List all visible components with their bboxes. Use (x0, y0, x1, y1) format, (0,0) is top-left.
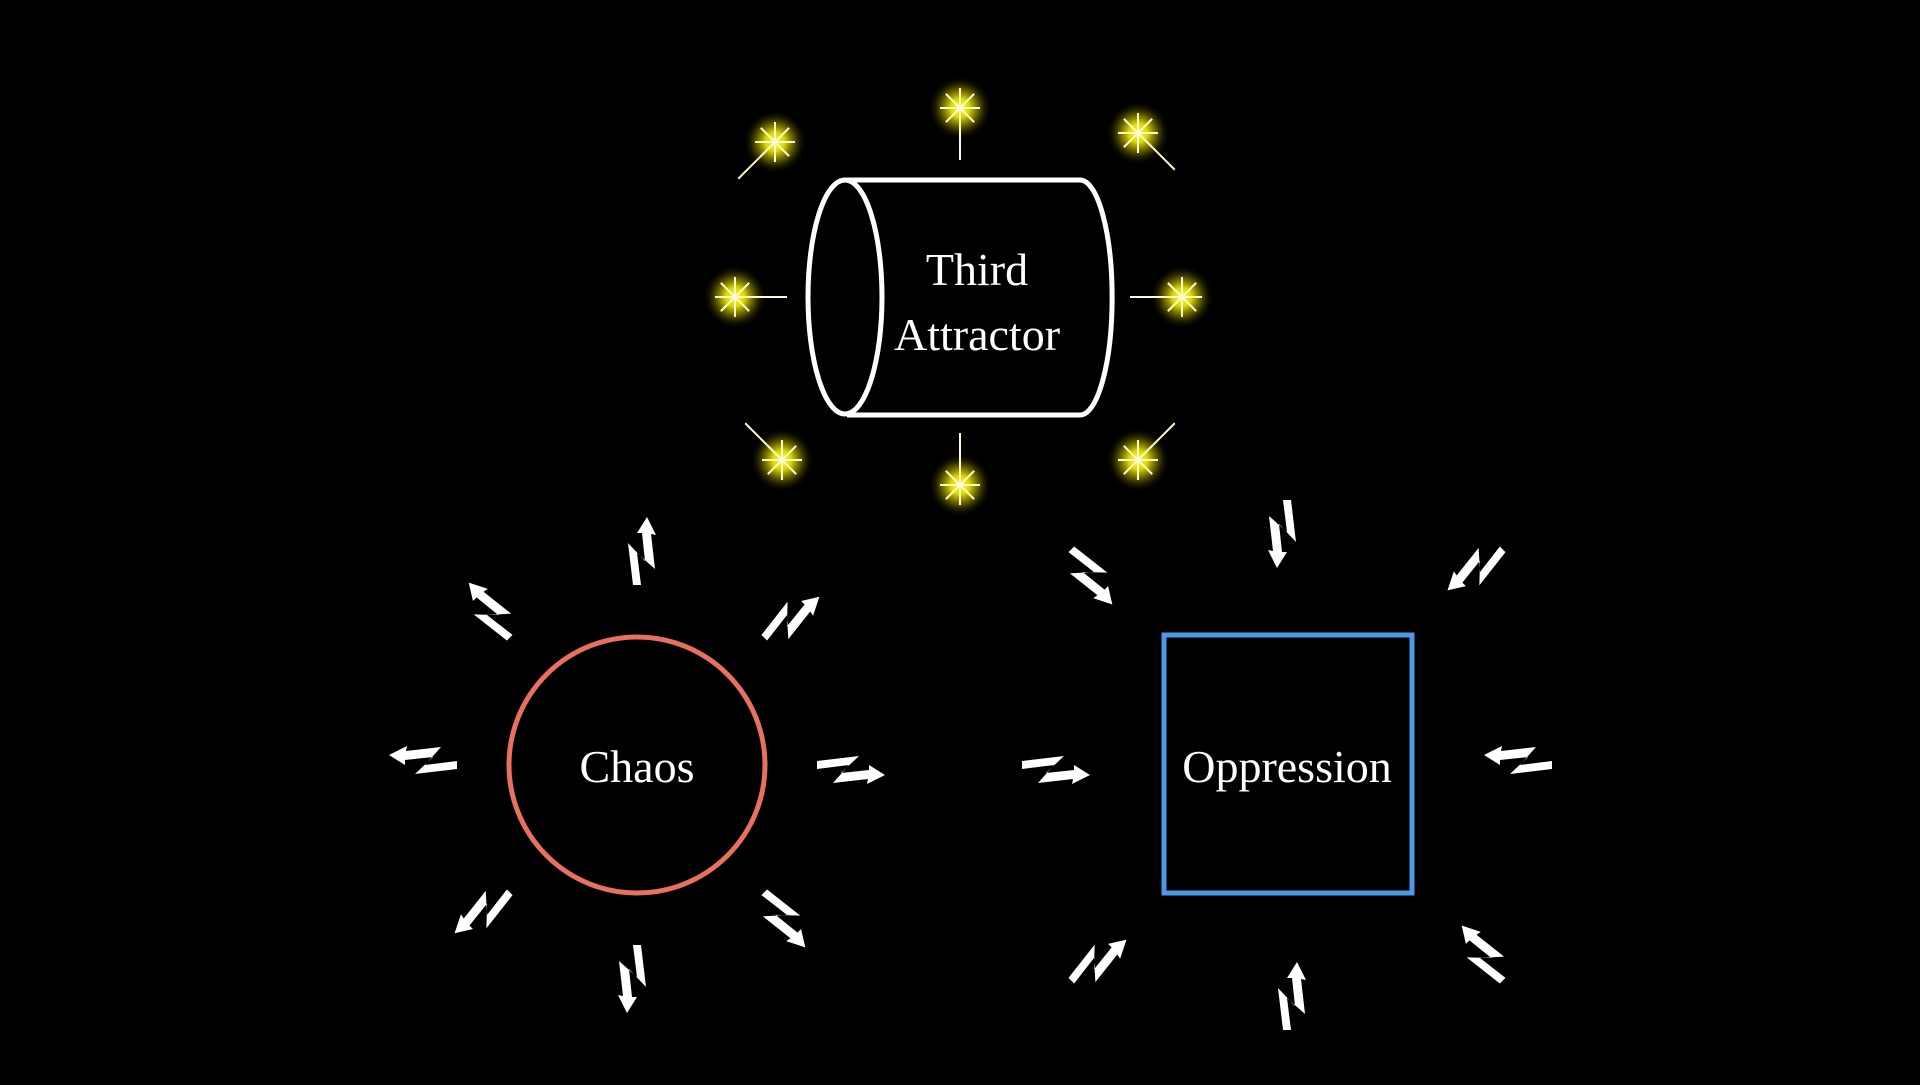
star-icon (928, 76, 992, 160)
chaos-circle (506, 634, 768, 896)
lightning-outward-icon (761, 889, 806, 948)
lightning-inward-icon (1068, 939, 1127, 984)
lightning-outward-icon (761, 596, 820, 641)
oppression-label: Oppression (1182, 741, 1392, 792)
star-icon (1106, 422, 1176, 492)
star-icon (928, 433, 992, 517)
lightning-outward-icon (618, 945, 646, 1013)
lightning-inward-icon (1447, 546, 1506, 591)
oppression-bolts (1022, 500, 1552, 1030)
lightning-inward-icon (1278, 962, 1306, 1030)
lightning-outward-icon (389, 746, 457, 774)
cylinder-end-cap (805, 177, 885, 417)
lightning-inward-icon (1461, 925, 1506, 984)
lightning-inward-icon (1484, 746, 1552, 774)
star-icon (737, 110, 807, 180)
lightning-outward-icon (817, 756, 885, 784)
third-attractor-stars (703, 76, 1214, 517)
oppression-node: Oppression (1161, 632, 1415, 896)
lightning-outward-icon (468, 582, 513, 641)
star-icon (744, 422, 814, 492)
chaos-bolts (389, 517, 885, 1013)
third-attractor-node: Third Attractor (805, 177, 1115, 418)
third-attractor-label-line1: Third (926, 244, 1028, 295)
third-attractor-label-line2: Attractor (894, 309, 1060, 360)
chaos-label: Chaos (580, 741, 695, 792)
lightning-outward-icon (628, 517, 656, 585)
lightning-inward-icon (1068, 546, 1113, 605)
star-icon (1106, 101, 1176, 171)
chaos-node: Chaos (506, 634, 768, 896)
oppression-square (1161, 632, 1415, 896)
lightning-inward-icon (1022, 756, 1090, 784)
lightning-outward-icon (454, 889, 513, 934)
star-icon (1130, 265, 1214, 329)
cylinder-body (847, 177, 1115, 418)
star-icon (703, 265, 787, 329)
lightning-inward-icon (1268, 500, 1296, 568)
